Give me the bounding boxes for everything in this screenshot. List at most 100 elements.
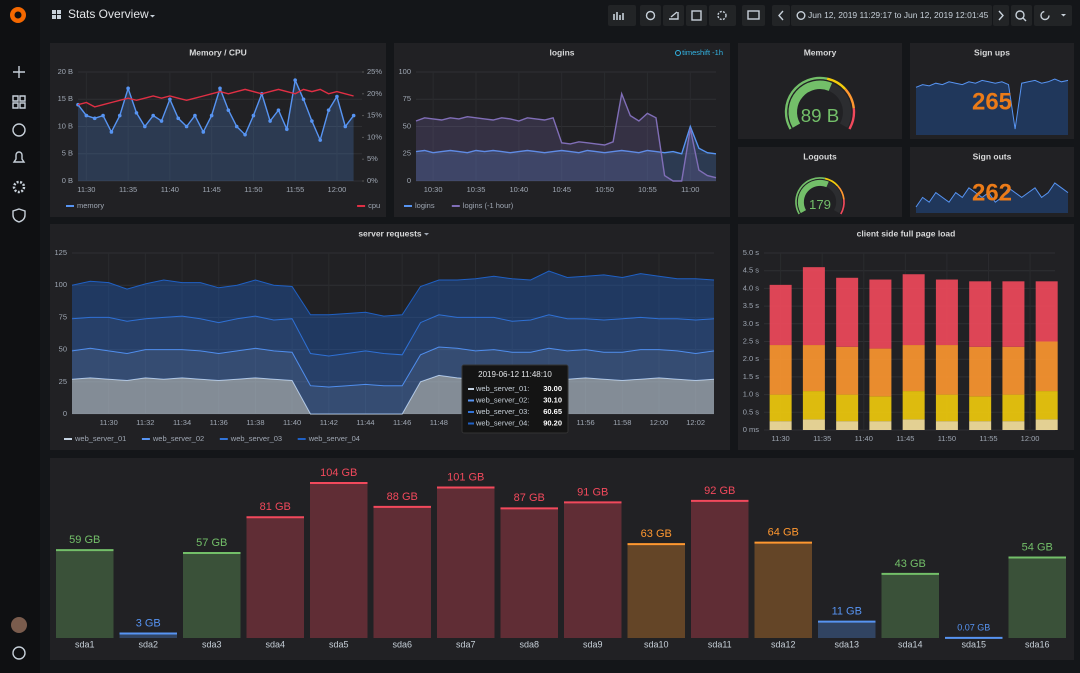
bar-segment [1002, 346, 1025, 395]
configuration-icon[interactable] [12, 180, 26, 194]
add-panel-button[interactable] [608, 5, 636, 26]
create-icon[interactable] [13, 66, 25, 78]
x-tick-label: 11:42 [320, 418, 338, 427]
x-tick-label: 11:48 [430, 418, 448, 427]
bar [183, 553, 241, 638]
logo-hole [14, 11, 22, 19]
zoom-handle [1022, 17, 1027, 22]
x-tick-label: 11:38 [246, 418, 264, 427]
y-tick-label: 75 [59, 312, 67, 321]
bar-segment [902, 274, 925, 346]
data-point [234, 124, 239, 129]
bar-segment [935, 421, 958, 430]
x-tick-label: 10:55 [638, 185, 657, 194]
x-tick-label: 10:45 [552, 185, 571, 194]
stacked-line [71, 374, 715, 415]
legend-label: logins [415, 201, 435, 210]
dashboard-icon [52, 10, 61, 19]
y2-tick-label: 20% [367, 89, 382, 98]
tooltip-value: 60.65 [543, 407, 562, 416]
data-point [201, 130, 206, 134]
dashboards-icon[interactable] [12, 95, 26, 109]
refresh-button[interactable] [1034, 5, 1072, 26]
bar-segment [836, 277, 859, 347]
panel [738, 43, 902, 139]
stacked-area [72, 314, 714, 387]
dashboard-title[interactable]: Stats Overview [52, 7, 155, 21]
sidebar-icons [12, 66, 26, 660]
category-label: sda11 [708, 639, 732, 649]
category-label: sda10 [644, 639, 669, 649]
save-button[interactable] [686, 5, 707, 26]
bar-segment [902, 345, 925, 392]
data-point [101, 113, 105, 118]
y-tick-label: 10 B [58, 121, 73, 130]
explore-icon[interactable] [12, 123, 26, 137]
y-tick-label: 20 B [58, 67, 73, 76]
tooltip-value: 30.00 [543, 384, 562, 393]
time-picker[interactable] [791, 5, 992, 26]
stacked-area [72, 347, 714, 414]
data-point [301, 97, 306, 102]
legend-label: web_server_03 [230, 434, 282, 443]
x-tick-label: 12:02 [686, 418, 705, 427]
data-point [168, 97, 172, 102]
annotation: timeshift -1h [682, 48, 723, 57]
settings-button[interactable] [709, 5, 736, 26]
y-tick-label: 0.5 s [743, 407, 760, 416]
data-point [251, 113, 256, 118]
category-label: sda4 [265, 639, 285, 649]
alerting-icon[interactable] [12, 151, 26, 163]
y-tick-label: 4.5 s [743, 266, 760, 275]
title-caret [150, 15, 155, 18]
panel-title: Sign ups [974, 47, 1010, 57]
bar [437, 487, 495, 638]
data-point [109, 130, 114, 134]
refresh-caret [1061, 14, 1066, 17]
tv-icon [747, 10, 760, 20]
time-back-button[interactable] [772, 5, 790, 26]
bar-value-label: 64 GB [768, 527, 799, 539]
data-point [134, 111, 139, 115]
tv-mode-button[interactable] [742, 5, 765, 26]
gauge-value [788, 80, 833, 128]
x-tick-label: 11:45 [203, 185, 221, 194]
category-label: sda1 [75, 639, 95, 649]
help-icon[interactable] [12, 646, 26, 660]
panel-title: Sign outs [973, 151, 1012, 161]
bar-segment [1002, 421, 1025, 430]
save-icon [691, 10, 702, 21]
bar-segment [1035, 341, 1058, 392]
tooltip-name: web_server_04: [475, 418, 529, 427]
panel [50, 458, 1074, 660]
user-avatar[interactable] [11, 617, 27, 633]
grafana-logo[interactable] [10, 7, 26, 23]
tooltip-name: web_server_01: [475, 384, 529, 393]
bar-segment [769, 394, 792, 422]
panel-title: logins [549, 47, 574, 57]
title-text: Stats Overview [68, 7, 149, 21]
bar-value-label: 92 GB [704, 485, 735, 497]
add-panel-icon [613, 12, 624, 20]
zoom-out-button[interactable] [1011, 5, 1032, 26]
x-tick-label: 11:44 [356, 418, 374, 427]
y-tick-label: 0 ms [743, 425, 760, 434]
bar-segment [869, 348, 892, 397]
series-area [78, 80, 354, 181]
bar-segment [836, 394, 859, 422]
bar-value-label: 54 GB [1022, 541, 1053, 553]
bar-value-label: 11 GB [832, 606, 862, 618]
time-forward-button[interactable] [993, 5, 1009, 26]
admin-icon[interactable] [12, 208, 26, 223]
x-tick-label: 11:55 [979, 434, 997, 443]
bar-segment [969, 346, 992, 397]
category-label: sda16 [1025, 639, 1050, 649]
x-tick-label: 11:35 [119, 185, 137, 194]
y-tick-label: 100 [398, 67, 411, 76]
x-tick-label: 11:35 [813, 434, 831, 443]
bar-segment [1002, 394, 1025, 422]
bar-segment [935, 345, 958, 395]
series-area [416, 126, 716, 181]
star-button[interactable] [640, 5, 661, 26]
bar-value-label: 3 GB [136, 617, 161, 629]
